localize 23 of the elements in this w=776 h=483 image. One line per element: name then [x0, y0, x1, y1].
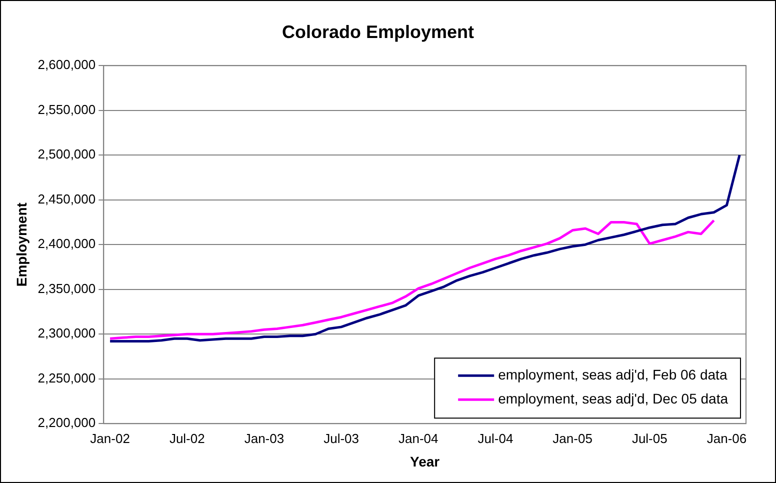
- legend-label: employment, seas adj'd, Dec 05 data: [498, 390, 728, 406]
- y-tick-label: 2,600,000: [38, 57, 96, 72]
- y-tick-label: 2,550,000: [38, 102, 96, 117]
- y-tick-label: 2,350,000: [38, 280, 96, 296]
- x-tick-label: Jan-02: [90, 430, 130, 446]
- x-tick-label: Jul-04: [478, 430, 514, 446]
- y-tick-label: 2,450,000: [38, 191, 96, 206]
- x-tick-label: Jan-05: [552, 430, 592, 446]
- x-tick-label: Jul-05: [632, 430, 668, 446]
- x-axis-title: Year: [410, 453, 440, 470]
- y-tick-label: 2,500,000: [38, 146, 96, 162]
- y-tick-label: 2,250,000: [38, 370, 96, 386]
- x-tick-label: Jan-06: [706, 430, 747, 446]
- y-tick-label: 2,400,000: [38, 236, 96, 252]
- y-axis-title: Employment: [13, 202, 30, 287]
- y-tick-label: 2,200,000: [38, 415, 96, 430]
- x-tick-label: Jul-03: [324, 430, 360, 446]
- x-tick-label: Jan-04: [398, 430, 438, 446]
- legend-label: employment, seas adj'd, Feb 06 data: [498, 366, 728, 382]
- chart-title: Colorado Employment: [282, 22, 474, 42]
- x-tick-label: Jan-03: [244, 430, 284, 446]
- y-tick-label: 2,300,000: [38, 326, 96, 341]
- x-tick-label: Jul-02: [169, 430, 205, 446]
